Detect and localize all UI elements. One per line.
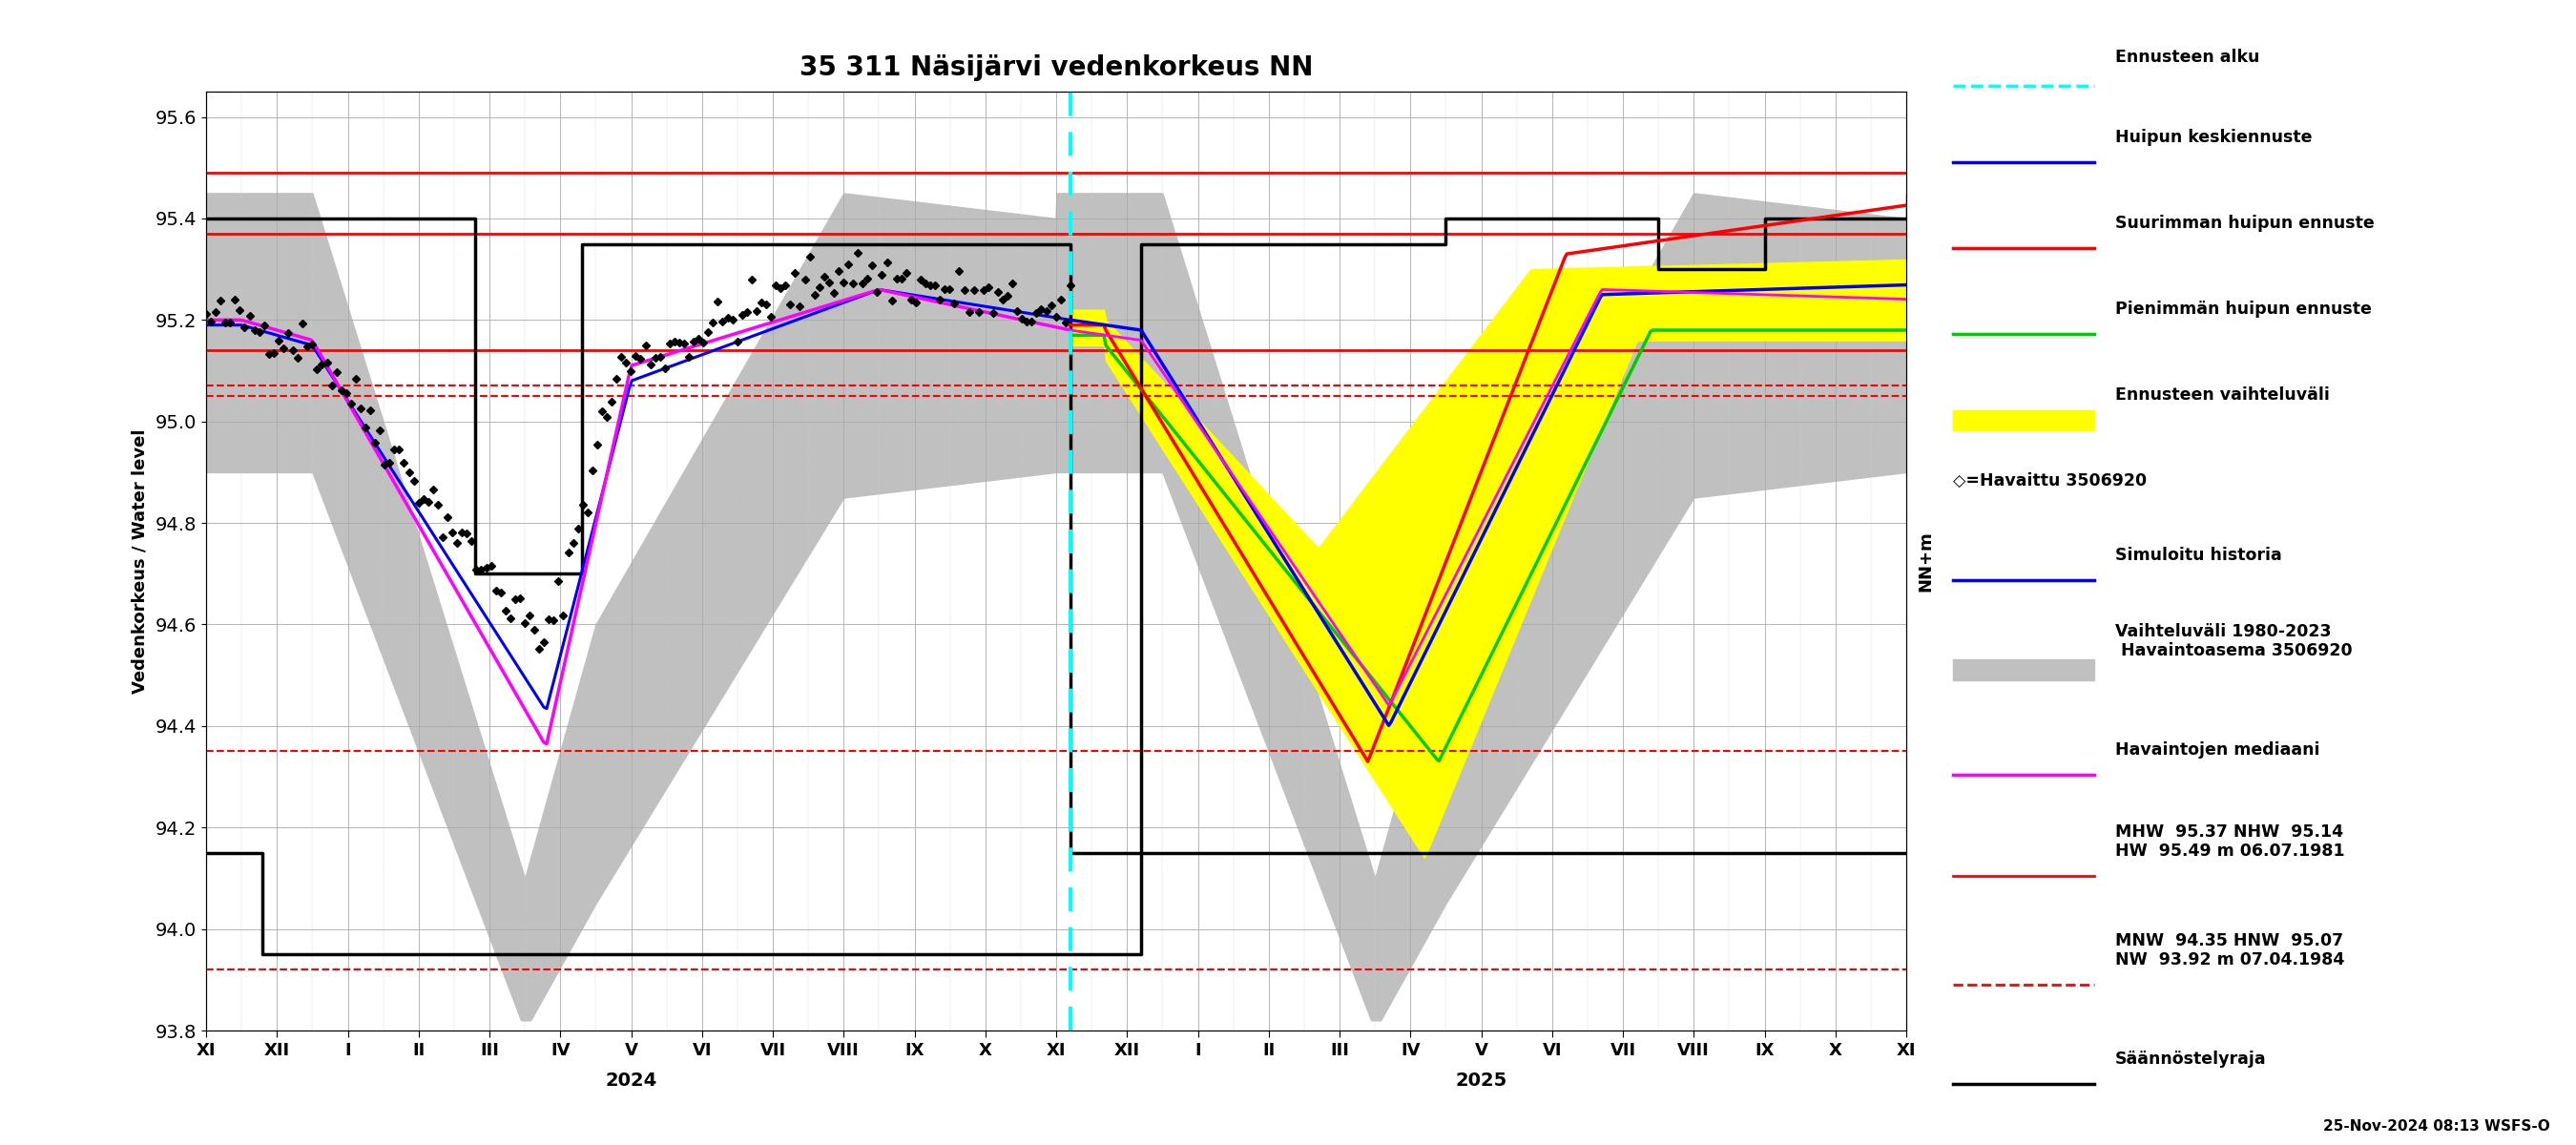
Text: Simuloitu historia: Simuloitu historia (2115, 546, 2282, 563)
Text: Havaintojen mediaani: Havaintojen mediaani (2115, 742, 2318, 758)
Text: Säännöstelyraja: Säännöstelyraja (2115, 1051, 2267, 1067)
Text: 25-Nov-2024 08:13 WSFS-O: 25-Nov-2024 08:13 WSFS-O (2324, 1120, 2550, 1134)
Y-axis label: NN+m: NN+m (1917, 530, 1935, 592)
Text: MHW  95.37 NHW  95.14
HW  95.49 m 06.07.1981: MHW 95.37 NHW 95.14 HW 95.49 m 06.07.198… (2115, 823, 2344, 860)
Text: Suurimman huipun ennuste: Suurimman huipun ennuste (2115, 215, 2375, 231)
Title: 35 311 Näsijärvi vedenkorkeus NN: 35 311 Näsijärvi vedenkorkeus NN (799, 55, 1314, 81)
Y-axis label: Vedenkorkeus / Water level: Vedenkorkeus / Water level (131, 428, 149, 694)
Text: Vaihteluväli 1980-2023
 Havaintoasema 3506920: Vaihteluväli 1980-2023 Havaintoasema 350… (2115, 623, 2352, 660)
Text: Huipun keskiennuste: Huipun keskiennuste (2115, 129, 2311, 147)
Text: Ennusteen vaihteluväli: Ennusteen vaihteluväli (2115, 386, 2329, 403)
Text: MNW  94.35 HNW  95.07
NW  93.92 m 07.04.1984: MNW 94.35 HNW 95.07 NW 93.92 m 07.04.198… (2115, 932, 2344, 969)
Text: Pienimmän huipun ennuste: Pienimmän huipun ennuste (2115, 300, 2372, 317)
Text: ◇=Havaittu 3506920: ◇=Havaittu 3506920 (1953, 472, 2146, 489)
Text: 2024: 2024 (605, 1071, 657, 1089)
Text: 2025: 2025 (1455, 1071, 1507, 1089)
Text: Ennusteen alku: Ennusteen alku (2115, 48, 2259, 65)
